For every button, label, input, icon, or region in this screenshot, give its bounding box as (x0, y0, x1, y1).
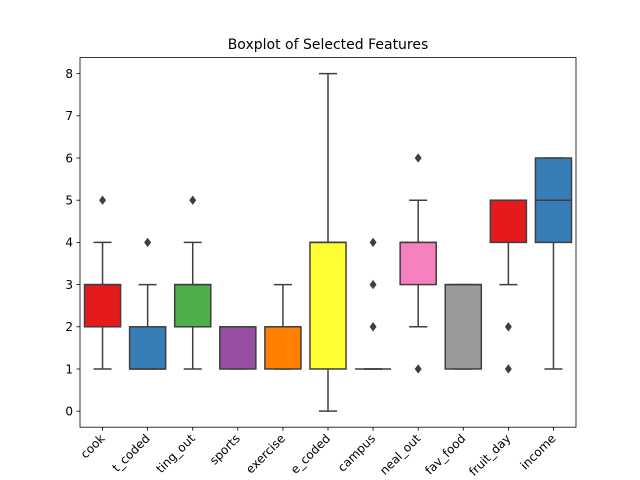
outlier-point (189, 195, 197, 205)
y-tick-label: 3 (65, 278, 73, 292)
box-fruit_day (489, 199, 528, 374)
y-tick-label: 4 (65, 236, 73, 250)
outlier-point (414, 364, 422, 374)
box-body (489, 199, 528, 244)
outlier-point (504, 364, 512, 374)
box-e_coded (309, 72, 347, 412)
box-exercise (264, 283, 302, 370)
outlier-point (369, 279, 377, 290)
y-tick-label: 0 (65, 404, 73, 418)
box-body (83, 283, 122, 328)
y-tick-label: 1 (65, 362, 73, 376)
box-body (219, 326, 257, 370)
y-tick-label: 6 (65, 151, 73, 165)
plot-area (83, 72, 573, 412)
outlier-point (414, 153, 422, 163)
box-campus (355, 237, 392, 370)
box-fav_food (444, 283, 483, 370)
box-body (309, 241, 347, 370)
box-body (399, 241, 437, 286)
outlier-point (144, 237, 152, 248)
y-tick-label: 7 (65, 109, 73, 123)
outlier-point (99, 195, 107, 205)
box-body (444, 283, 483, 370)
chart-title: Boxplot of Selected Features (228, 37, 429, 53)
outlier-point (369, 237, 377, 248)
box-ting_out (173, 195, 212, 370)
box-body (264, 326, 302, 370)
y-tick-label: 5 (65, 194, 73, 208)
box-body (173, 283, 212, 328)
outlier-point (504, 322, 512, 332)
outlier-point (369, 322, 377, 332)
box-income (534, 157, 573, 370)
box-neal_out (399, 153, 437, 374)
box-cook (83, 195, 122, 370)
y-tick-label: 2 (65, 320, 73, 334)
y-tick-label: 8 (65, 67, 73, 81)
box-body (128, 326, 167, 370)
box-sports (219, 326, 257, 370)
box-t_coded (128, 237, 167, 370)
